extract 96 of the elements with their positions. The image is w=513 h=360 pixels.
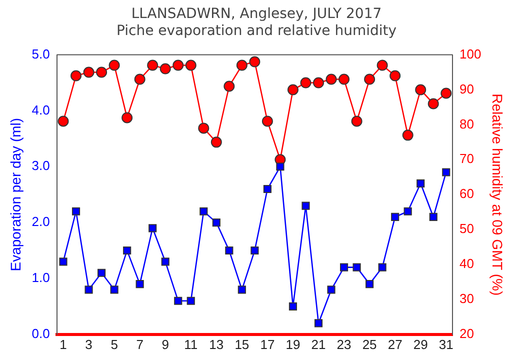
- y2-tick-label: 100: [460, 46, 482, 62]
- y-tick-label: 2.0: [32, 214, 50, 230]
- point: [378, 263, 386, 272]
- point: [200, 207, 208, 216]
- x-tick-label: 21: [311, 336, 326, 352]
- chart-subtitle: Piche evaporation and relative humidity: [115, 23, 398, 40]
- point: [136, 280, 144, 288]
- point: [236, 60, 248, 71]
- point: [391, 212, 400, 222]
- point: [442, 168, 450, 176]
- point: [174, 296, 182, 305]
- point: [250, 246, 259, 255]
- x-tick-label: 25: [362, 336, 377, 352]
- point: [288, 302, 298, 310]
- y-tick-label: 1.0: [32, 270, 50, 286]
- point: [415, 84, 426, 96]
- point: [402, 130, 414, 141]
- point: [110, 286, 118, 294]
- point: [84, 286, 93, 294]
- point: [123, 246, 132, 255]
- x-tick-label: 19: [286, 336, 300, 352]
- point: [108, 60, 120, 71]
- y2-tick-label: 70: [460, 151, 474, 166]
- y-tick-label: 4.0: [32, 102, 50, 118]
- point: [300, 77, 312, 88]
- point: [70, 70, 82, 82]
- point: [404, 207, 412, 216]
- y-axis-title: Evaporation per day (ml): [7, 118, 24, 272]
- point: [313, 77, 324, 88]
- x-tick-label: 27: [388, 336, 402, 352]
- point: [376, 60, 388, 71]
- y2-tick-label: 40: [460, 256, 474, 272]
- point: [276, 162, 284, 171]
- point: [238, 286, 246, 294]
- point: [326, 74, 337, 85]
- point: [262, 116, 273, 127]
- x-tick-label: 15: [234, 336, 250, 352]
- point: [302, 202, 310, 210]
- point: [390, 70, 401, 82]
- y2-tick-label: 60: [460, 186, 474, 202]
- y2-tick-label: 50: [460, 221, 474, 236]
- y-tick-label: 3.0: [32, 158, 50, 174]
- point: [147, 60, 158, 71]
- x-tick-label: 13: [209, 336, 224, 352]
- point: [122, 112, 133, 124]
- point: [428, 98, 439, 110]
- point: [59, 258, 68, 266]
- point: [134, 74, 146, 85]
- point: [224, 80, 235, 92]
- y2-tick-label: 90: [460, 81, 474, 96]
- point: [364, 74, 376, 85]
- point: [249, 56, 260, 68]
- point: [416, 179, 425, 188]
- x-tick-label: 17: [260, 336, 275, 352]
- point: [440, 88, 452, 99]
- x-tick-label: 5: [110, 336, 118, 352]
- point: [98, 268, 106, 277]
- y2-tick-label: 20: [460, 326, 474, 341]
- point: [161, 258, 170, 266]
- x-tick-label: 9: [162, 336, 169, 352]
- point: [58, 116, 69, 127]
- x-tick-label: 1: [60, 336, 67, 352]
- point: [314, 319, 323, 328]
- x-tick-label: 23: [336, 336, 352, 352]
- point: [327, 286, 336, 294]
- point: [83, 66, 94, 78]
- y2-axis-title: Relative humidity at 09 GMT (%): [490, 94, 506, 296]
- point: [366, 280, 374, 288]
- y-tick-label: 5.0: [32, 46, 50, 62]
- x-tick-label: 29: [413, 336, 428, 352]
- point: [263, 184, 272, 194]
- y2-tick-label: 80: [460, 116, 474, 132]
- point: [338, 74, 350, 85]
- point: [429, 212, 438, 222]
- y2-tick-label: 30: [460, 291, 474, 306]
- point: [210, 136, 222, 148]
- point: [96, 66, 108, 78]
- point: [172, 60, 184, 71]
- point: [186, 296, 195, 305]
- point: [351, 116, 362, 127]
- point: [225, 246, 234, 255]
- x-tick-label: 3: [85, 336, 92, 352]
- point: [212, 218, 220, 227]
- point: [340, 263, 348, 272]
- chart-title: LLANSADWRN, Anglesey, JULY 2017: [130, 6, 383, 23]
- point: [198, 122, 210, 134]
- x-tick-label: 31: [438, 336, 454, 352]
- point: [160, 63, 171, 74]
- point: [148, 224, 157, 232]
- x-tick-label: 7: [136, 336, 144, 352]
- x-tick-label: 11: [184, 336, 198, 352]
- point: [72, 207, 80, 216]
- y-tick-label: 0.0: [32, 326, 50, 341]
- point: [185, 60, 196, 71]
- point: [352, 263, 361, 272]
- point: [287, 84, 298, 96]
